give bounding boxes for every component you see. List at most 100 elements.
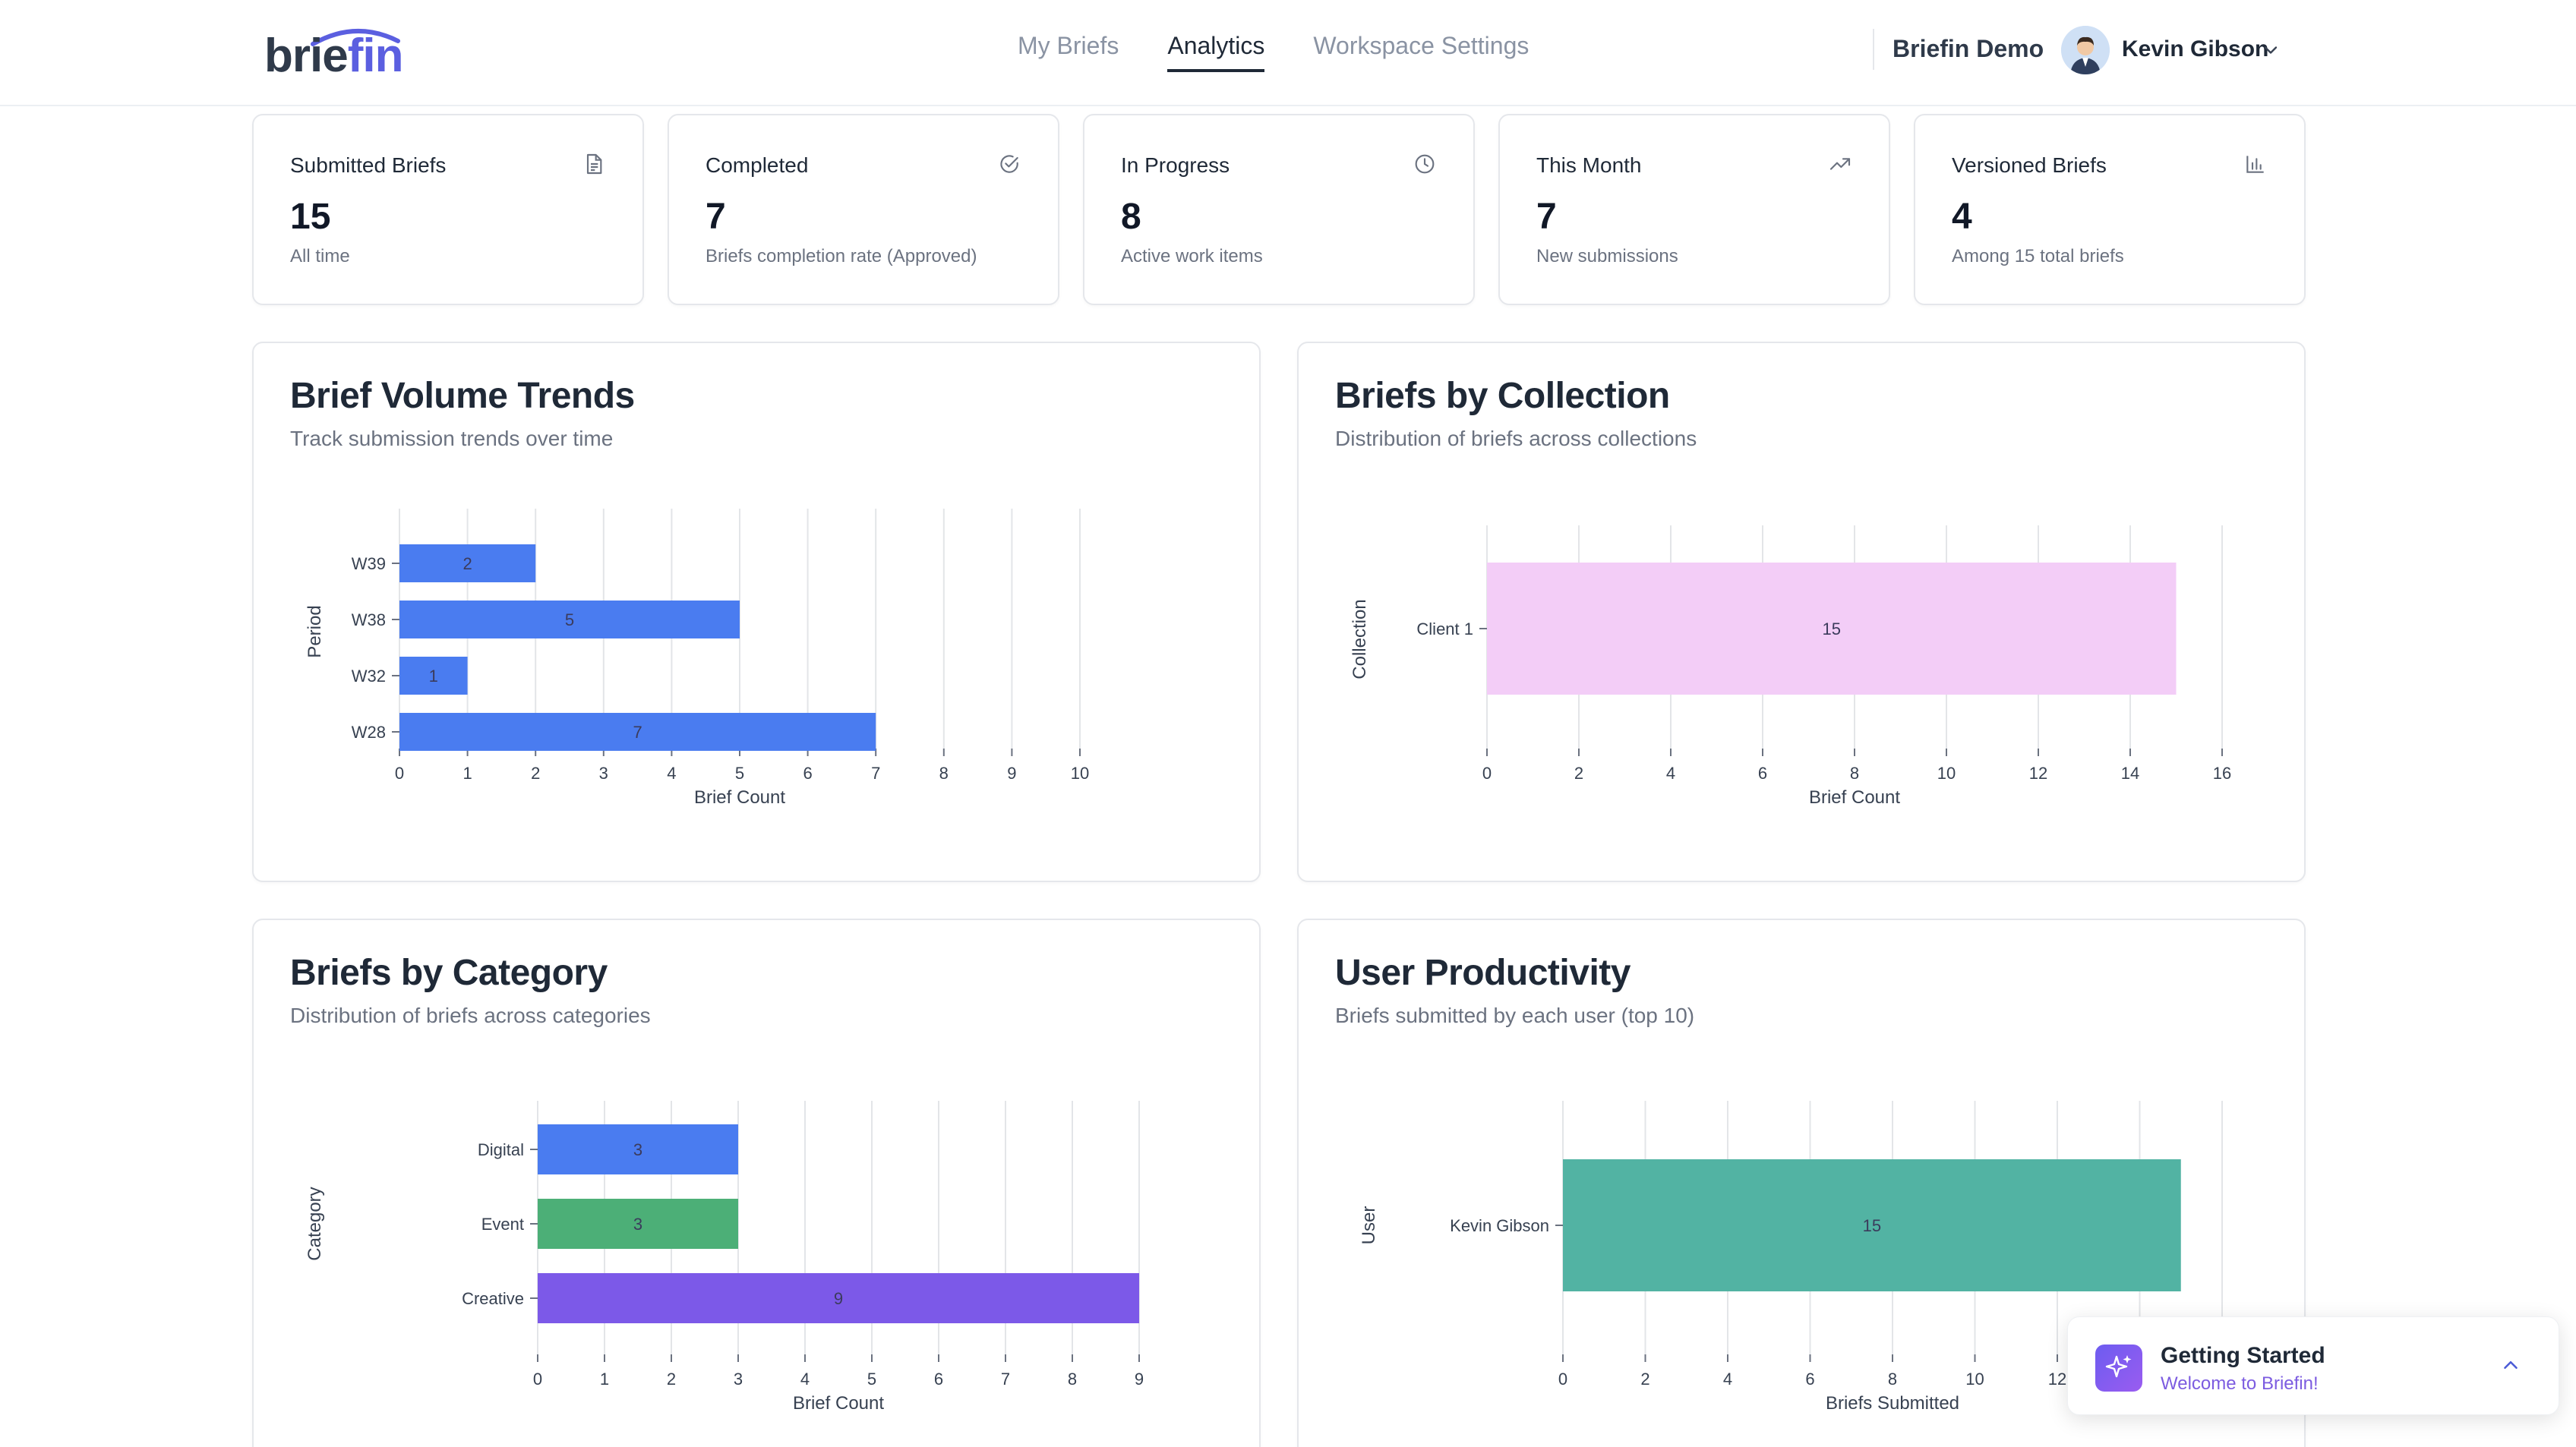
x-tick-label: 0 [1482,764,1492,783]
bar[interactable] [399,544,536,582]
y-tick-label: Event [481,1215,524,1234]
x-tick-label: 3 [599,764,608,783]
y-tick-label: Kevin Gibson [1450,1216,1549,1235]
x-tick-label: 10 [1937,764,1956,783]
x-tick-label: 16 [2213,764,2231,783]
chart-card-collection: Briefs by Collection Distribution of bri… [1297,342,2306,882]
workspace-name[interactable]: Briefin Demo [1893,35,2044,62]
stat-card-submitted: Submitted Briefs 15 All time [252,114,644,305]
x-tick-label: 10 [1071,764,1089,783]
tab-workspace-settings[interactable]: Workspace Settings [1313,32,1530,59]
x-tick-label: 2 [667,1370,676,1389]
bar[interactable] [399,657,468,695]
chart-title: User Productivity [1335,953,1631,993]
x-tick-label: 6 [934,1370,943,1389]
x-tick-label: 7 [871,764,880,783]
getting-started-panel[interactable]: Getting Started Welcome to Briefin! [2067,1316,2559,1415]
y-tick-label: W28 [352,723,386,742]
bar-value-label: 9 [834,1289,843,1308]
x-tick-label: 3 [734,1370,743,1389]
stat-value: 4 [1952,197,1972,237]
bar[interactable] [538,1273,1139,1323]
x-tick-label: 9 [1007,764,1016,783]
bar[interactable] [1487,563,2177,695]
tab-my-briefs[interactable]: My Briefs [1018,32,1119,59]
x-tick-label: 7 [1001,1370,1010,1389]
briefin-logo[interactable]: briefin [264,21,416,82]
x-tick-label: 0 [395,764,404,783]
x-tick-label: 2 [1574,764,1583,783]
y-tick-label: Creative [462,1289,524,1308]
x-tick-label: 5 [735,764,744,783]
stat-card-versioned: Versioned Briefs 4 Among 15 total briefs [1914,114,2306,305]
bar[interactable] [1563,1159,2181,1291]
chevron-up-icon[interactable] [2499,1354,2522,1376]
stat-subtitle: Briefs completion rate (Approved) [706,246,977,266]
bar-value-label: 3 [633,1215,642,1234]
chart-subtitle: Track submission trends over time [290,427,614,450]
toast-subtitle: Welcome to Briefin! [2161,1373,2319,1394]
sparkle-icon [2095,1345,2142,1392]
x-tick-label: 6 [1805,1370,1814,1389]
stat-value: 8 [1121,197,1141,237]
bar[interactable] [538,1199,738,1249]
x-tick-label: 9 [1135,1370,1144,1389]
chart-card-volume: Brief Volume Trends Track submission tre… [252,342,1261,882]
y-tick-label: W38 [352,610,386,629]
bar-value-label: 3 [633,1140,642,1159]
x-tick-label: 6 [803,764,812,783]
productivity-bar-chart: 0246810121416Briefs SubmittedUser15Kevin… [1359,1101,2231,1414]
x-tick-label: 12 [2029,764,2047,783]
x-axis-label: Brief Count [694,787,785,808]
x-tick-label: 14 [2121,764,2139,783]
x-tick-label: 8 [1888,1370,1897,1389]
bar[interactable] [399,713,876,751]
main-nav: My Briefs Analytics Workspace Settings [1018,32,1529,72]
stat-label: Versioned Briefs [1952,153,2107,177]
x-axis-label: Brief Count [1809,787,1900,808]
x-tick-label: 8 [1850,764,1859,783]
tab-analytics[interactable]: Analytics [1167,32,1265,72]
stat-card-completed: Completed 7 Briefs completion rate (Appr… [668,114,1059,305]
stat-subtitle: Active work items [1121,246,1263,266]
bar-value-label: 15 [1823,619,1841,638]
chevron-down-icon[interactable] [2260,39,2281,61]
x-tick-label: 0 [1558,1370,1567,1389]
bar-value-label: 7 [633,723,642,742]
stat-card-this-month: This Month 7 New submissions [1498,114,1890,305]
x-axis-label: Brief Count [793,1393,884,1414]
chart-title: Briefs by Collection [1335,376,1670,416]
x-tick-label: 2 [1640,1370,1649,1389]
volume-bar-chart: 0 1 2 3 4 5 6 7 8 9 10 Brief Count Period 2 W39 5 W38 1 W3… [305,509,1089,808]
bar[interactable] [399,601,740,638]
x-tick-label: 4 [800,1370,810,1389]
x-tick-label: 1 [600,1370,609,1389]
header-divider [1873,29,1874,70]
user-avatar[interactable] [2061,26,2110,74]
bar-value-label: 5 [565,610,574,629]
user-name[interactable]: Kevin Gibson [2122,36,2269,61]
stat-label: Submitted Briefs [290,153,447,177]
chart-subtitle: Distribution of briefs across collection… [1335,427,1697,450]
check-circle-icon [1000,155,1018,173]
bar[interactable] [538,1124,738,1174]
x-tick-label: 2 [531,764,540,783]
clock-icon [1415,154,1435,174]
bar-value-label: 15 [1863,1216,1881,1235]
stat-subtitle: Among 15 total briefs [1952,246,2124,266]
bar-chart-icon [2246,156,2264,173]
logo-wordmark: briefin [264,29,403,83]
y-tick-label: W32 [352,667,386,686]
chart-subtitle: Briefs submitted by each user (top 10) [1335,1004,1695,1027]
chart-card-category: Briefs by Category Distribution of brief… [252,919,1261,1447]
stat-value: 7 [706,197,726,237]
category-bar-chart: 0 1 2 3 4 5 6 7 8 9 Brief Count Category 3 Digital 3 Ev… [305,1101,1144,1414]
x-tick-label: 8 [939,764,949,783]
x-tick-label: 4 [1666,764,1675,783]
stat-label: Completed [706,153,809,177]
x-tick-label: 8 [1068,1370,1077,1389]
x-tick-label: 10 [1965,1370,1984,1389]
stat-value: 15 [290,197,331,237]
x-tick-label: 6 [1758,764,1767,783]
toast-title: Getting Started [2161,1343,2325,1368]
